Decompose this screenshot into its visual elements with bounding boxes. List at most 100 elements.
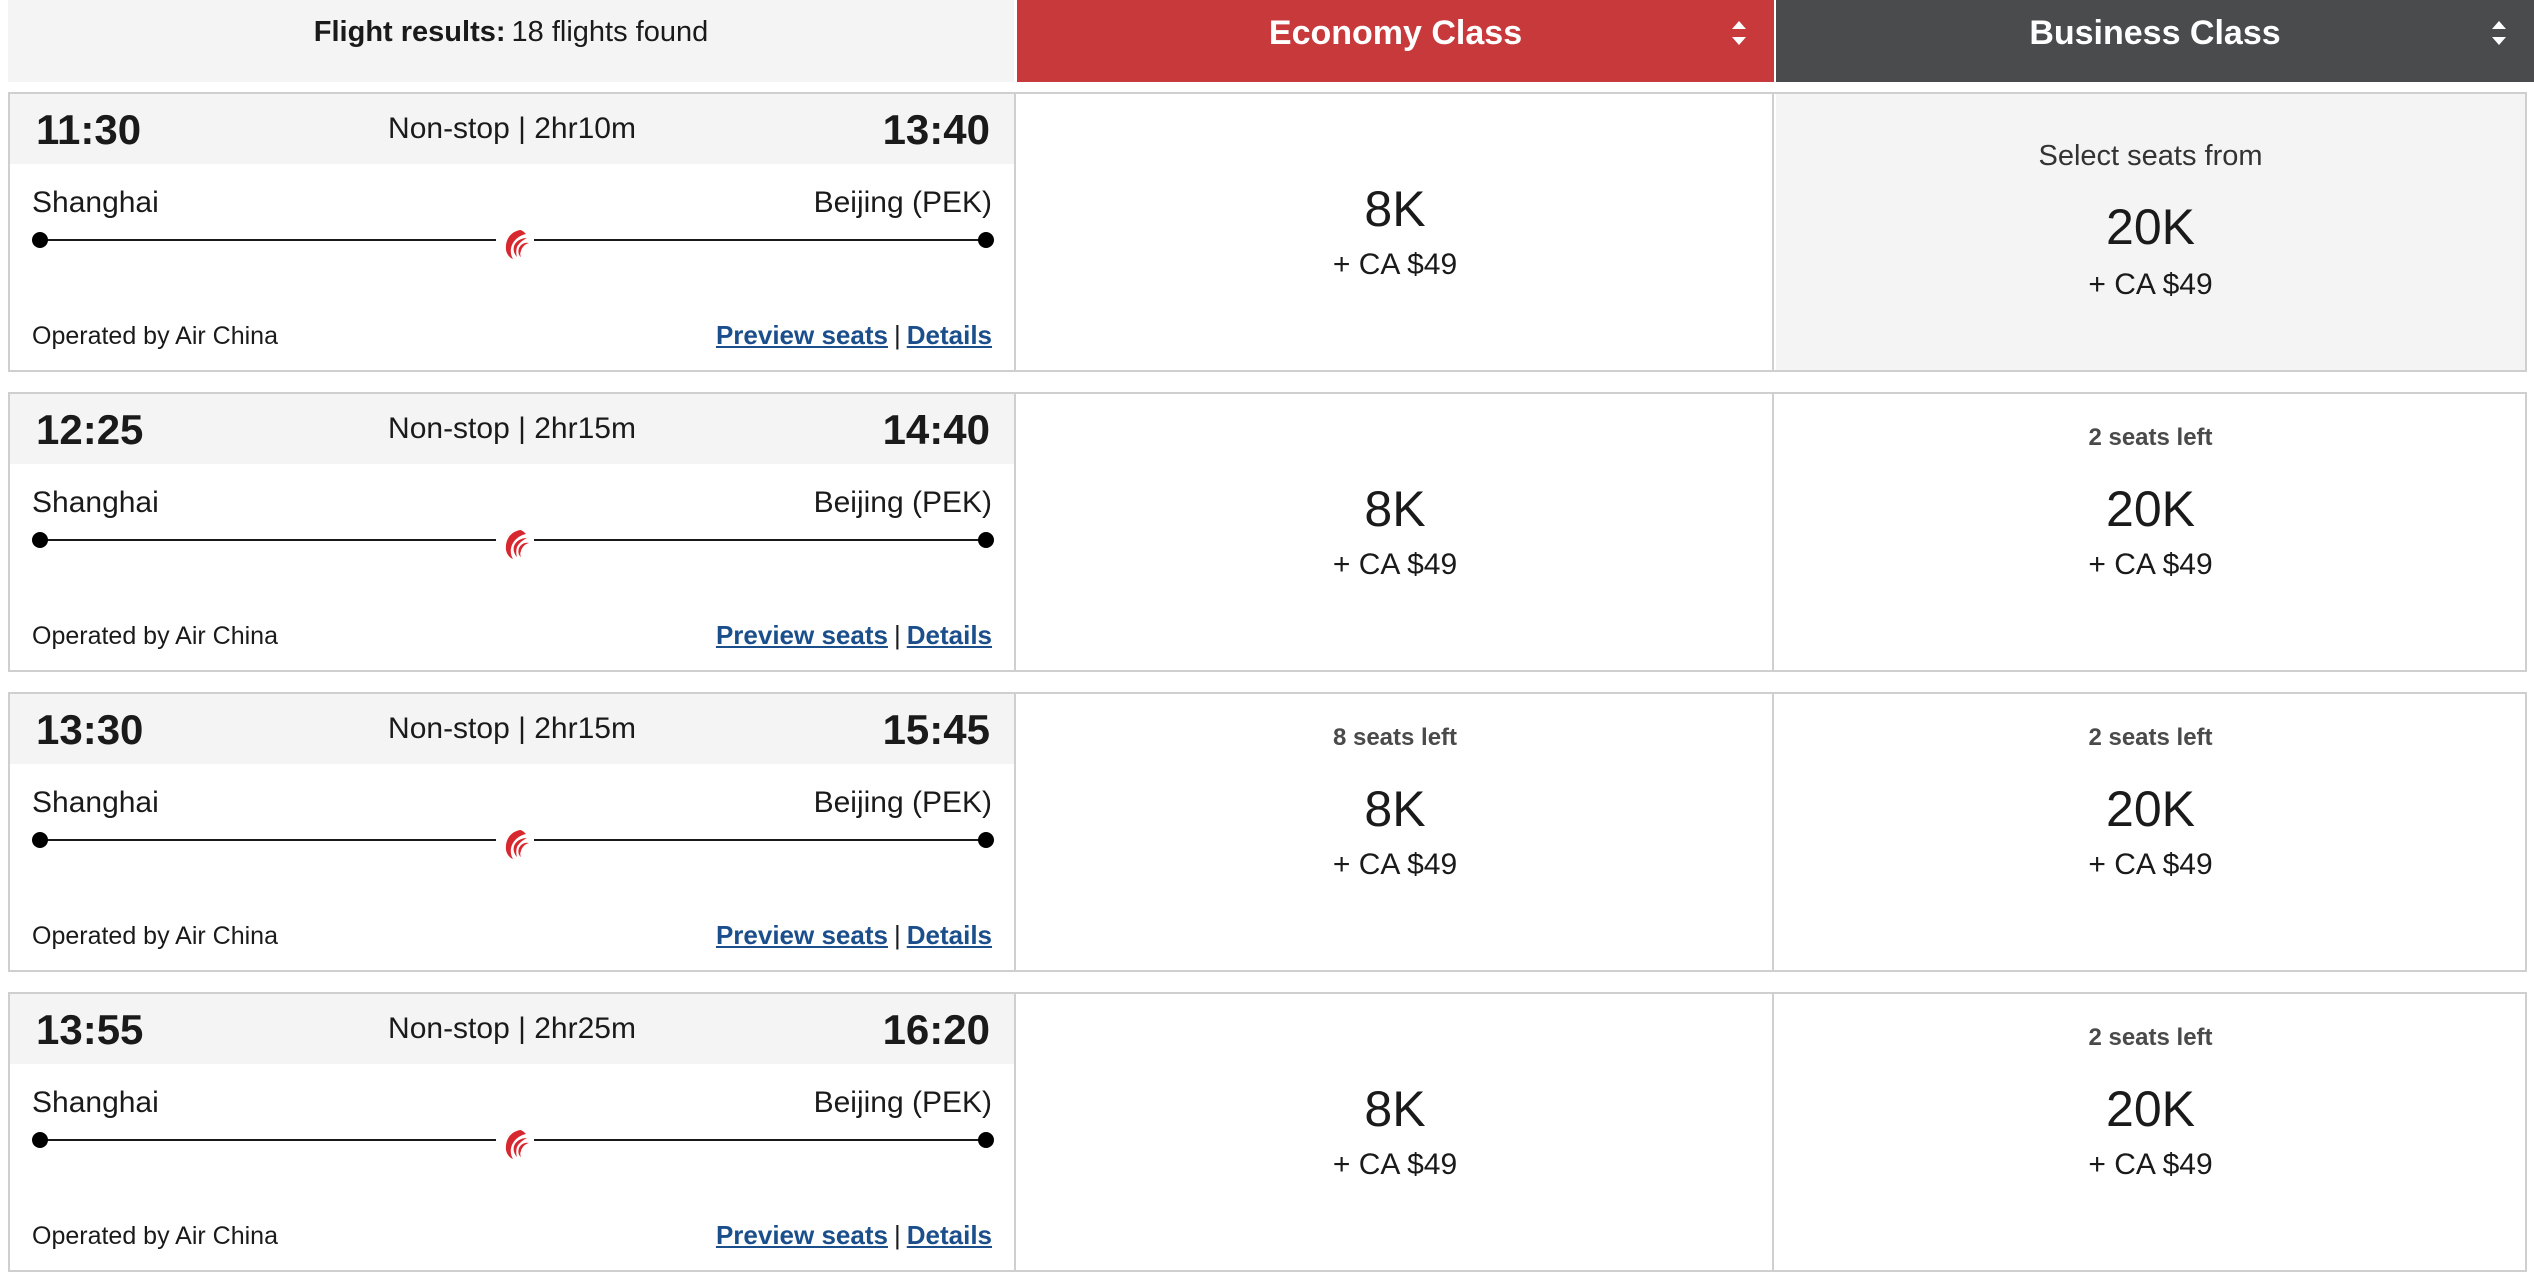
destination-city: Beijing (PEK) [813,486,992,519]
operated-by: Operated by Air China [32,322,278,350]
arrival-time: 16:20 [882,1006,990,1053]
business-class-sort-header[interactable]: Business Class [1776,0,2534,82]
flight-row: 11:30 Non-stop | 2hr10m 13:40 Shanghai B… [8,92,2527,372]
destination-dot [978,532,994,548]
sort-icon [1732,21,1746,45]
air-china-phoenix-icon [496,224,534,262]
flight-time-bar: 13:30 Non-stop | 2hr15m 15:45 [10,694,1014,764]
flight-info: 13:30 Non-stop | 2hr15m 15:45 Shanghai B… [10,694,1016,970]
business-seats-left: 2 seats left [2088,724,2213,751]
origin-dot [32,1132,48,1148]
flight-duration: Non-stop | 2hr15m [388,712,636,745]
business-points: 20K [2106,781,2195,837]
operated-by: Operated by Air China [32,922,278,950]
link-separator: | [893,920,901,950]
flight-duration: Non-stop | 2hr25m [388,1012,636,1045]
preview-seats-link[interactable]: Preview seats [715,1220,888,1250]
destination-dot [978,832,994,848]
sort-icon [2492,21,2506,45]
business-fare-cell[interactable]: 2 seats left 20K + CA $49 [1776,994,2525,1270]
flight-time-bar: 13:55 Non-stop | 2hr25m 16:20 [10,994,1014,1064]
economy-points: 8K [1364,481,1426,537]
origin-city: Shanghai [32,186,159,219]
arrival-time: 15:45 [882,706,990,753]
economy-seats-left: 8 seats left [1332,724,1458,751]
economy-class-label: Economy Class [1268,13,1523,52]
flight-row: 12:25 Non-stop | 2hr15m 14:40 Shanghai B… [8,392,2527,672]
details-link[interactable]: Details [906,1220,992,1250]
economy-fare-cell[interactable]: 8K + CA $49 [1018,94,1774,370]
origin-dot [32,532,48,548]
origin-city: Shanghai [32,786,159,819]
flight-links: Preview seats | Details [716,320,992,351]
economy-points: 8K [1364,781,1426,837]
flight-links: Preview seats | Details [716,1220,992,1251]
business-fare-cell[interactable]: 2 seats left 20K + CA $49 [1776,694,2525,970]
destination-city: Beijing (PEK) [813,1086,992,1119]
preview-seats-link[interactable]: Preview seats [715,320,888,350]
flight-links: Preview seats | Details [716,620,992,651]
business-class-label: Business Class [2029,13,2281,52]
preview-seats-link[interactable]: Preview seats [715,620,888,650]
flight-results-count: 18 flights found [511,15,709,48]
business-fare-cell[interactable]: 2 seats left 20K + CA $49 [1776,394,2525,670]
origin-dot [32,232,48,248]
link-separator: | [893,320,901,350]
business-points: 20K [2106,481,2195,537]
business-points: 20K [2106,1081,2195,1137]
flight-results-summary: Flight results: 18 flights found [8,0,1014,82]
results-header: Flight results: 18 flights found Economy… [0,0,2534,82]
business-tax: + CA $49 [2088,548,2213,581]
air-china-phoenix-icon [496,524,534,562]
operated-by: Operated by Air China [32,622,278,650]
flight-info: 12:25 Non-stop | 2hr15m 14:40 Shanghai B… [10,394,1016,670]
air-china-phoenix-icon [496,1124,534,1162]
flight-duration: Non-stop | 2hr15m [388,412,636,445]
departure-time: 13:55 [36,1006,144,1053]
economy-fare-cell[interactable]: 8K + CA $49 [1018,994,1774,1270]
origin-city: Shanghai [32,1086,159,1119]
air-china-phoenix-icon [496,824,534,862]
business-tax: + CA $49 [2088,848,2213,881]
operated-by: Operated by Air China [32,1222,278,1250]
flight-links: Preview seats | Details [716,920,992,951]
details-link[interactable]: Details [906,320,992,350]
flight-info: 11:30 Non-stop | 2hr10m 13:40 Shanghai B… [10,94,1016,370]
destination-city: Beijing (PEK) [813,186,992,219]
link-separator: | [893,620,901,650]
economy-class-sort-header[interactable]: Economy Class [1017,0,1774,82]
flight-duration: Non-stop | 2hr10m [388,112,636,145]
details-link[interactable]: Details [906,920,992,950]
origin-city: Shanghai [32,486,159,519]
details-link[interactable]: Details [906,620,992,650]
economy-tax: + CA $49 [1332,1148,1458,1181]
arrival-time: 13:40 [882,106,990,153]
flight-info: 13:55 Non-stop | 2hr25m 16:20 Shanghai B… [10,994,1016,1270]
business-select-from: Select seats from [2038,140,2263,172]
origin-dot [32,832,48,848]
flight-results-label: Flight results: [313,15,506,48]
arrival-time: 14:40 [882,406,990,453]
economy-fare-cell[interactable]: 8K + CA $49 [1018,394,1774,670]
business-fare-cell[interactable]: Select seats from 20K + CA $49 [1776,94,2525,370]
economy-tax: + CA $49 [1332,848,1458,881]
economy-points: 8K [1364,181,1426,237]
business-seats-left: 2 seats left [2088,424,2213,451]
economy-points: 8K [1364,1081,1426,1137]
link-separator: | [893,1220,901,1250]
economy-fare-cell[interactable]: 8 seats left 8K + CA $49 [1018,694,1774,970]
destination-city: Beijing (PEK) [813,786,992,819]
preview-seats-link[interactable]: Preview seats [715,920,888,950]
departure-time: 12:25 [36,406,144,453]
flight-row: 13:30 Non-stop | 2hr15m 15:45 Shanghai B… [8,692,2527,972]
business-tax: + CA $49 [2088,1148,2213,1181]
business-tax: + CA $49 [2088,268,2213,301]
business-seats-left: 2 seats left [2088,1024,2213,1051]
departure-time: 13:30 [36,706,144,753]
destination-dot [978,232,994,248]
destination-dot [978,1132,994,1148]
flight-row: 13:55 Non-stop | 2hr25m 16:20 Shanghai B… [8,992,2527,1272]
business-points: 20K [2106,199,2195,255]
flight-time-bar: 12:25 Non-stop | 2hr15m 14:40 [10,394,1014,464]
economy-tax: + CA $49 [1332,248,1458,281]
